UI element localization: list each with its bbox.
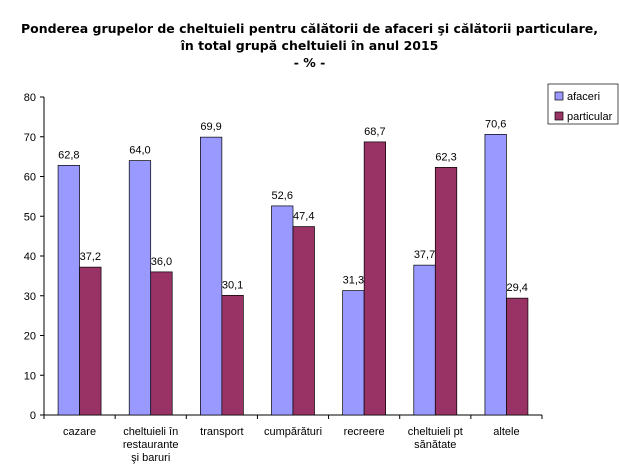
legend-label-particular: particular [567, 111, 613, 123]
y-tick-label: 10 [24, 370, 36, 382]
y-tick-label: 70 [24, 132, 36, 144]
legend-swatch-afaceri [554, 91, 564, 101]
bar-afaceri [484, 134, 507, 416]
bar-particular [363, 141, 386, 416]
data-label: 37,2 [80, 251, 101, 263]
data-label: 47,4 [293, 211, 314, 223]
legend-label-afaceri: afaceri [567, 91, 600, 103]
data-label: 64,0 [129, 145, 150, 157]
bar-particular [506, 297, 529, 416]
y-tick-label: 60 [24, 172, 36, 184]
x-tick-label: cheltuieli în [123, 426, 178, 438]
x-tick-label: restaurante [123, 439, 179, 451]
bar-afaceri [200, 136, 223, 416]
y-tick-label: 0 [30, 410, 36, 422]
bar-afaceri [57, 165, 80, 416]
y-tick-label: 40 [24, 251, 36, 263]
bar-particular [221, 295, 244, 416]
x-tick-label: cazare [63, 426, 96, 438]
data-label: 69,9 [200, 121, 221, 133]
data-label: 37,7 [414, 249, 435, 261]
bar-afaceri [271, 205, 294, 416]
x-tick-label: sănătate [414, 439, 456, 451]
chart-title: Ponderea grupelor de cheltuieli pentru c… [21, 21, 598, 36]
bar-afaceri [342, 290, 365, 416]
y-tick-label: 30 [24, 291, 36, 303]
y-tick-label: 80 [24, 92, 36, 104]
bar-afaceri [128, 160, 152, 416]
x-tick-label: altele [493, 426, 519, 438]
legend-swatch-particular [554, 111, 564, 121]
x-tick-label: recreere [344, 426, 385, 438]
x-tick-label: transport [200, 426, 243, 438]
bar-afaceri [413, 264, 436, 416]
data-label: 30,1 [222, 279, 243, 291]
bar-particular [79, 266, 102, 416]
data-label: 70,6 [485, 118, 506, 130]
x-tick-label: cheltuieli pt [408, 426, 463, 438]
data-label: 29,4 [506, 282, 527, 294]
bar-particular [434, 167, 458, 416]
data-label: 36,0 [151, 256, 172, 268]
data-label: 68,7 [364, 126, 385, 138]
x-tick-label: şi baruri [131, 452, 170, 464]
bar-particular [150, 271, 173, 416]
data-label: 52,6 [272, 190, 293, 202]
x-tick-label: cumpărături [264, 426, 322, 438]
chart-subtitle: - % - [293, 55, 326, 70]
data-label: 62,8 [58, 149, 79, 161]
chart-title-line2: în total grupă cheltuieli în anul 2015 [180, 38, 439, 53]
data-label: 31,3 [343, 275, 364, 287]
data-label: 62,3 [435, 151, 456, 163]
y-tick-label: 20 [24, 331, 36, 343]
bar-particular [292, 226, 315, 416]
y-tick-label: 50 [24, 211, 36, 223]
